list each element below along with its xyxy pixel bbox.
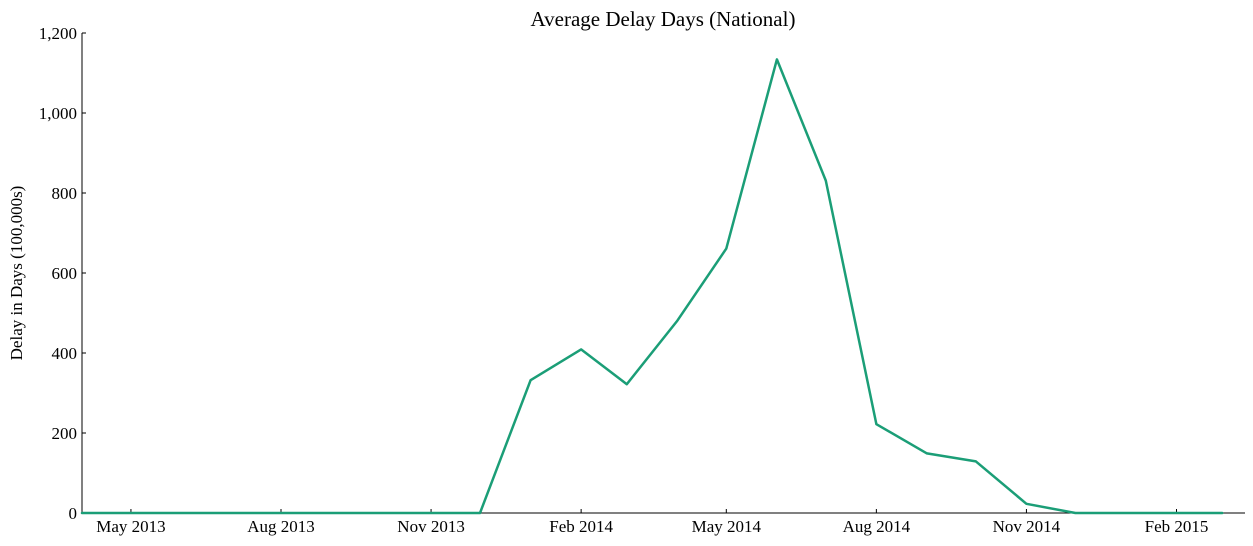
y-axis-label: Delay in Days (100,000s) [7, 186, 26, 361]
axes [81, 33, 1245, 514]
y-tick-label: 1,200 [39, 24, 77, 43]
y-tick-label: 400 [52, 344, 78, 363]
x-tick-label: Nov 2014 [993, 517, 1061, 536]
x-tick-label: Feb 2015 [1145, 517, 1209, 536]
x-tick-label: May 2013 [96, 517, 165, 536]
series-group [80, 58, 1224, 515]
x-tick-label: Aug 2013 [247, 517, 315, 536]
x-tick-label: Nov 2013 [397, 517, 465, 536]
series-line [80, 58, 1224, 515]
x-tick-label: Aug 2014 [843, 517, 911, 536]
y-ticks: 0 200 400 600 800 1,000 1,200 [39, 24, 86, 523]
y-tick-label: 1,000 [39, 104, 77, 123]
x-tick-label: May 2014 [692, 517, 762, 536]
x-tick-label: Feb 2014 [549, 517, 613, 536]
y-tick-label: 200 [52, 424, 78, 443]
y-tick-label: 600 [52, 264, 78, 283]
chart-title: Average Delay Days (National) [531, 7, 796, 31]
y-tick-label: 0 [69, 504, 78, 523]
y-tick-label: 800 [52, 184, 78, 203]
x-ticks: May 2013 Aug 2013 Nov 2013 Feb 2014 May 2014… [96, 509, 1208, 536]
